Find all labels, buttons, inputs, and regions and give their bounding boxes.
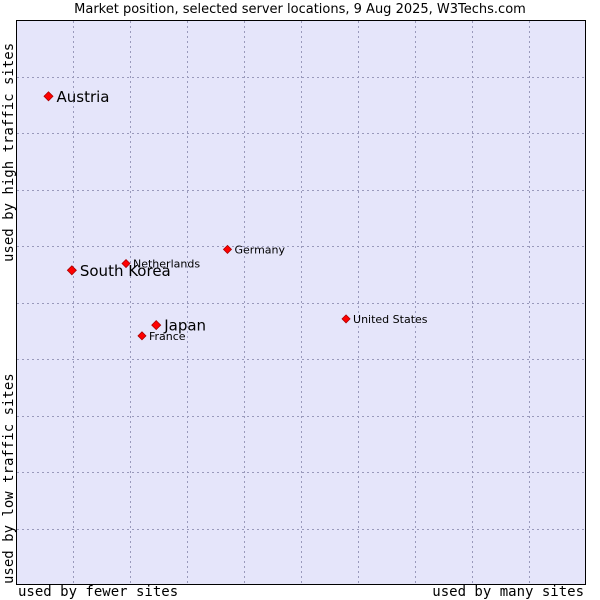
point-marker [151, 320, 162, 331]
y-axis-label-low: used by low traffic sites [1, 373, 17, 584]
point-marker [222, 244, 233, 254]
point-label: Austria [56, 88, 109, 106]
point-marker [66, 265, 77, 276]
point-label: Germany [234, 243, 285, 256]
point-marker [121, 258, 131, 269]
x-axis-label-low: used by fewer sites [18, 584, 179, 600]
point-label: Netherlands [133, 258, 200, 271]
data-point-germany: Germany [222, 243, 286, 256]
point-label: Japan [163, 317, 206, 335]
point-label: United States [353, 313, 428, 326]
point-marker [137, 331, 147, 341]
data-point-south-korea: South Korea [66, 262, 171, 280]
chart-title: Market position, selected server locatio… [74, 2, 526, 17]
data-point-france: France [137, 330, 186, 343]
data-point-united-states: United States [341, 313, 428, 326]
grid-lines [17, 21, 585, 584]
y-axis-label-high: used by high traffic sites [1, 42, 17, 262]
data-point-netherlands: Netherlands [121, 258, 200, 271]
data-point-austria: Austria [43, 88, 109, 106]
point-marker [43, 91, 54, 102]
x-axis-label-high: used by many sites [432, 584, 584, 600]
point-label: South Korea [80, 262, 171, 280]
point-label: France [149, 330, 186, 343]
data-point-japan: Japan [151, 317, 206, 335]
point-marker [341, 314, 351, 324]
